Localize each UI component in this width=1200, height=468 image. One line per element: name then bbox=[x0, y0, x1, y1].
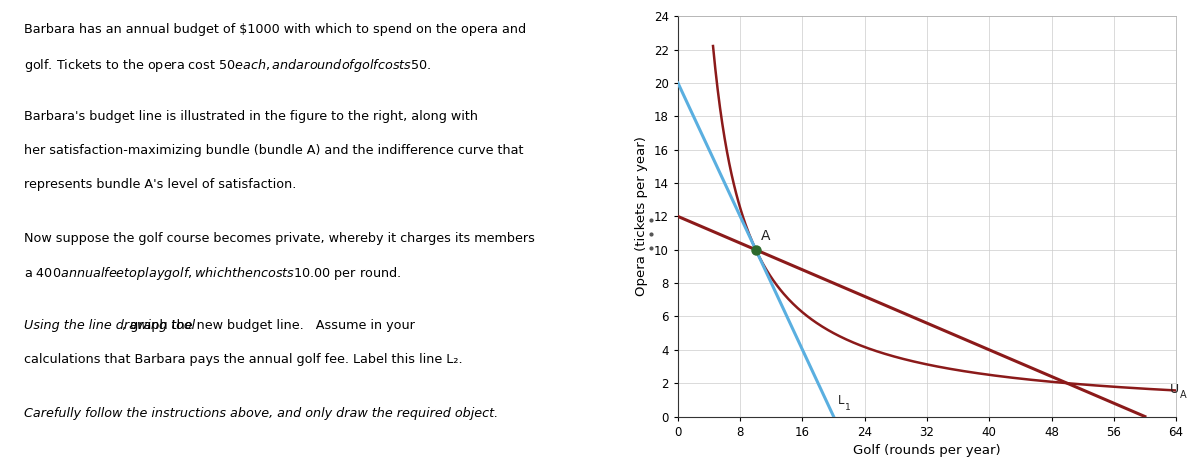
Text: a $400 annual fee to play golf, which then costs $10.00 per round.: a $400 annual fee to play golf, which th… bbox=[24, 265, 402, 283]
Text: Carefully follow the instructions above, and only draw the required object.: Carefully follow the instructions above,… bbox=[24, 407, 499, 420]
Text: Now suppose the golf course becomes private, whereby it charges its members: Now suppose the golf course becomes priv… bbox=[24, 232, 535, 245]
Y-axis label: Opera (tickets per year): Opera (tickets per year) bbox=[636, 137, 648, 296]
Text: L: L bbox=[838, 394, 844, 407]
Text: A: A bbox=[761, 229, 770, 243]
Text: Using the line drawing tool: Using the line drawing tool bbox=[24, 319, 196, 332]
Text: U: U bbox=[1170, 382, 1178, 395]
Text: represents bundle A's level of satisfaction.: represents bundle A's level of satisfact… bbox=[24, 178, 296, 191]
Text: , graph the new budget line.   Assume in your: , graph the new budget line. Assume in y… bbox=[122, 319, 415, 332]
Text: her satisfaction-maximizing bundle (bundle A) and the indifference curve that: her satisfaction-maximizing bundle (bund… bbox=[24, 144, 524, 157]
Text: Barbara's budget line is illustrated in the figure to the right, along with: Barbara's budget line is illustrated in … bbox=[24, 110, 479, 124]
Text: calculations that Barbara pays the annual golf fee. Label this line L₂.: calculations that Barbara pays the annua… bbox=[24, 353, 463, 366]
Text: A: A bbox=[1180, 390, 1187, 400]
X-axis label: Golf (rounds per year): Golf (rounds per year) bbox=[853, 444, 1001, 457]
Text: Barbara has an annual budget of $1000 with which to spend on the opera and: Barbara has an annual budget of $1000 wi… bbox=[24, 23, 527, 36]
Text: golf. Tickets to the opera cost $50 each, and a round of golf costs $50.: golf. Tickets to the opera cost $50 each… bbox=[24, 57, 432, 73]
Text: 1: 1 bbox=[845, 403, 851, 412]
